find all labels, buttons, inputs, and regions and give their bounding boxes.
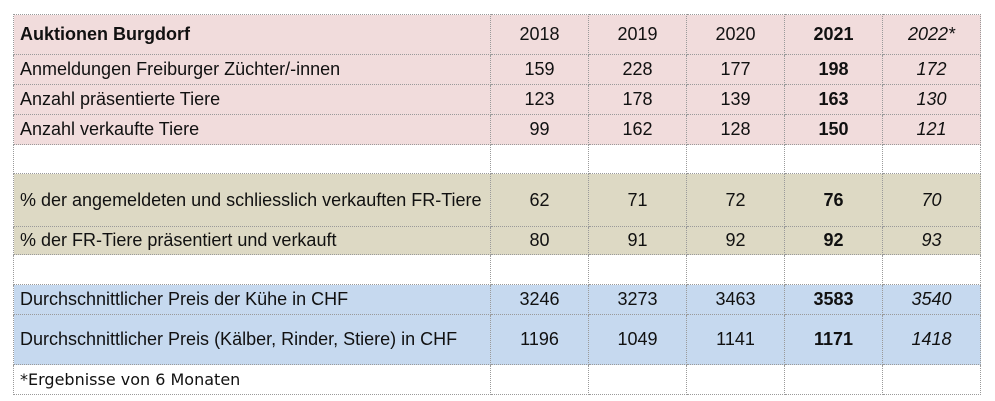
cell-value: 162 [588, 114, 687, 145]
empty-cell [882, 254, 981, 285]
row-label: Anzahl verkaufte Tiere [13, 114, 491, 145]
cell-value: 1196 [490, 314, 589, 365]
spacer-row [13, 254, 981, 285]
cell-value: 1141 [686, 314, 785, 365]
empty-cell [490, 364, 589, 395]
row-label: Durchschnittlicher Preis (Kälber, Rinder… [13, 314, 491, 365]
table-row: % der angemeldeten und schliesslich verk… [13, 173, 981, 227]
cell-value: 3583 [784, 284, 883, 315]
cell-value: 228 [588, 54, 687, 85]
footnote: *Ergebnisse von 6 Monaten [13, 364, 491, 395]
spacer-row [13, 144, 981, 174]
cell-value: 172 [882, 54, 981, 85]
cell-value: 91 [588, 226, 687, 255]
year-header-2022: 2022* [882, 14, 981, 55]
empty-cell [588, 364, 687, 395]
empty-cell [588, 254, 687, 285]
cell-value: 121 [882, 114, 981, 145]
cell-value: 80 [490, 226, 589, 255]
empty-cell [588, 144, 687, 174]
row-label: Anzahl präsentierte Tiere [13, 84, 491, 115]
empty-cell [13, 254, 491, 285]
empty-cell [13, 144, 491, 174]
empty-cell [784, 364, 883, 395]
cell-value: 3540 [882, 284, 981, 315]
year-header-2021: 2021 [784, 14, 883, 55]
cell-value: 92 [784, 226, 883, 255]
cell-value: 130 [882, 84, 981, 115]
year-header-2018: 2018 [490, 14, 589, 55]
empty-cell [784, 144, 883, 174]
cell-value: 1418 [882, 314, 981, 365]
empty-cell [490, 144, 589, 174]
table-row: Anzahl verkaufte Tiere 99 162 128 150 12… [13, 114, 981, 145]
cell-value: 159 [490, 54, 589, 85]
table-row: Durchschnittlicher Preis der Kühe in CHF… [13, 284, 981, 315]
empty-cell [490, 254, 589, 285]
cell-value: 163 [784, 84, 883, 115]
footnote-row: *Ergebnisse von 6 Monaten [13, 364, 981, 395]
cell-value: 72 [686, 173, 785, 227]
cell-value: 150 [784, 114, 883, 145]
cell-value: 139 [686, 84, 785, 115]
year-header-2020: 2020 [686, 14, 785, 55]
cell-value: 3463 [686, 284, 785, 315]
cell-value: 62 [490, 173, 589, 227]
cell-value: 99 [490, 114, 589, 145]
cell-value: 3273 [588, 284, 687, 315]
empty-cell [882, 364, 981, 395]
cell-value: 177 [686, 54, 785, 85]
empty-cell [784, 254, 883, 285]
row-label: Anmeldungen Freiburger Züchter/-innen [13, 54, 491, 85]
cell-value: 178 [588, 84, 687, 115]
empty-cell [686, 144, 785, 174]
table-row: Anmeldungen Freiburger Züchter/-innen 15… [13, 54, 981, 85]
table-row: % der FR-Tiere präsentiert und verkauft … [13, 226, 981, 255]
empty-cell [686, 254, 785, 285]
row-label: % der angemeldeten und schliesslich verk… [13, 173, 491, 227]
empty-cell [882, 144, 981, 174]
row-label: Durchschnittlicher Preis der Kühe in CHF [13, 284, 491, 315]
cell-value: 92 [686, 226, 785, 255]
cell-value: 198 [784, 54, 883, 85]
cell-value: 128 [686, 114, 785, 145]
cell-value: 76 [784, 173, 883, 227]
auction-table-container: Auktionen Burgdorf 2018 2019 2020 2021 2… [13, 14, 981, 395]
table-title: Auktionen Burgdorf [13, 14, 491, 55]
cell-value: 70 [882, 173, 981, 227]
auction-stats-table: Auktionen Burgdorf 2018 2019 2020 2021 2… [13, 14, 981, 395]
cell-value: 1171 [784, 314, 883, 365]
table-header-row: Auktionen Burgdorf 2018 2019 2020 2021 2… [13, 14, 981, 55]
row-label: % der FR-Tiere präsentiert und verkauft [13, 226, 491, 255]
cell-value: 3246 [490, 284, 589, 315]
table-row: Anzahl präsentierte Tiere 123 178 139 16… [13, 84, 981, 115]
year-header-2019: 2019 [588, 14, 687, 55]
cell-value: 1049 [588, 314, 687, 365]
cell-value: 93 [882, 226, 981, 255]
cell-value: 123 [490, 84, 589, 115]
table-row: Durchschnittlicher Preis (Kälber, Rinder… [13, 314, 981, 365]
cell-value: 71 [588, 173, 687, 227]
empty-cell [686, 364, 785, 395]
